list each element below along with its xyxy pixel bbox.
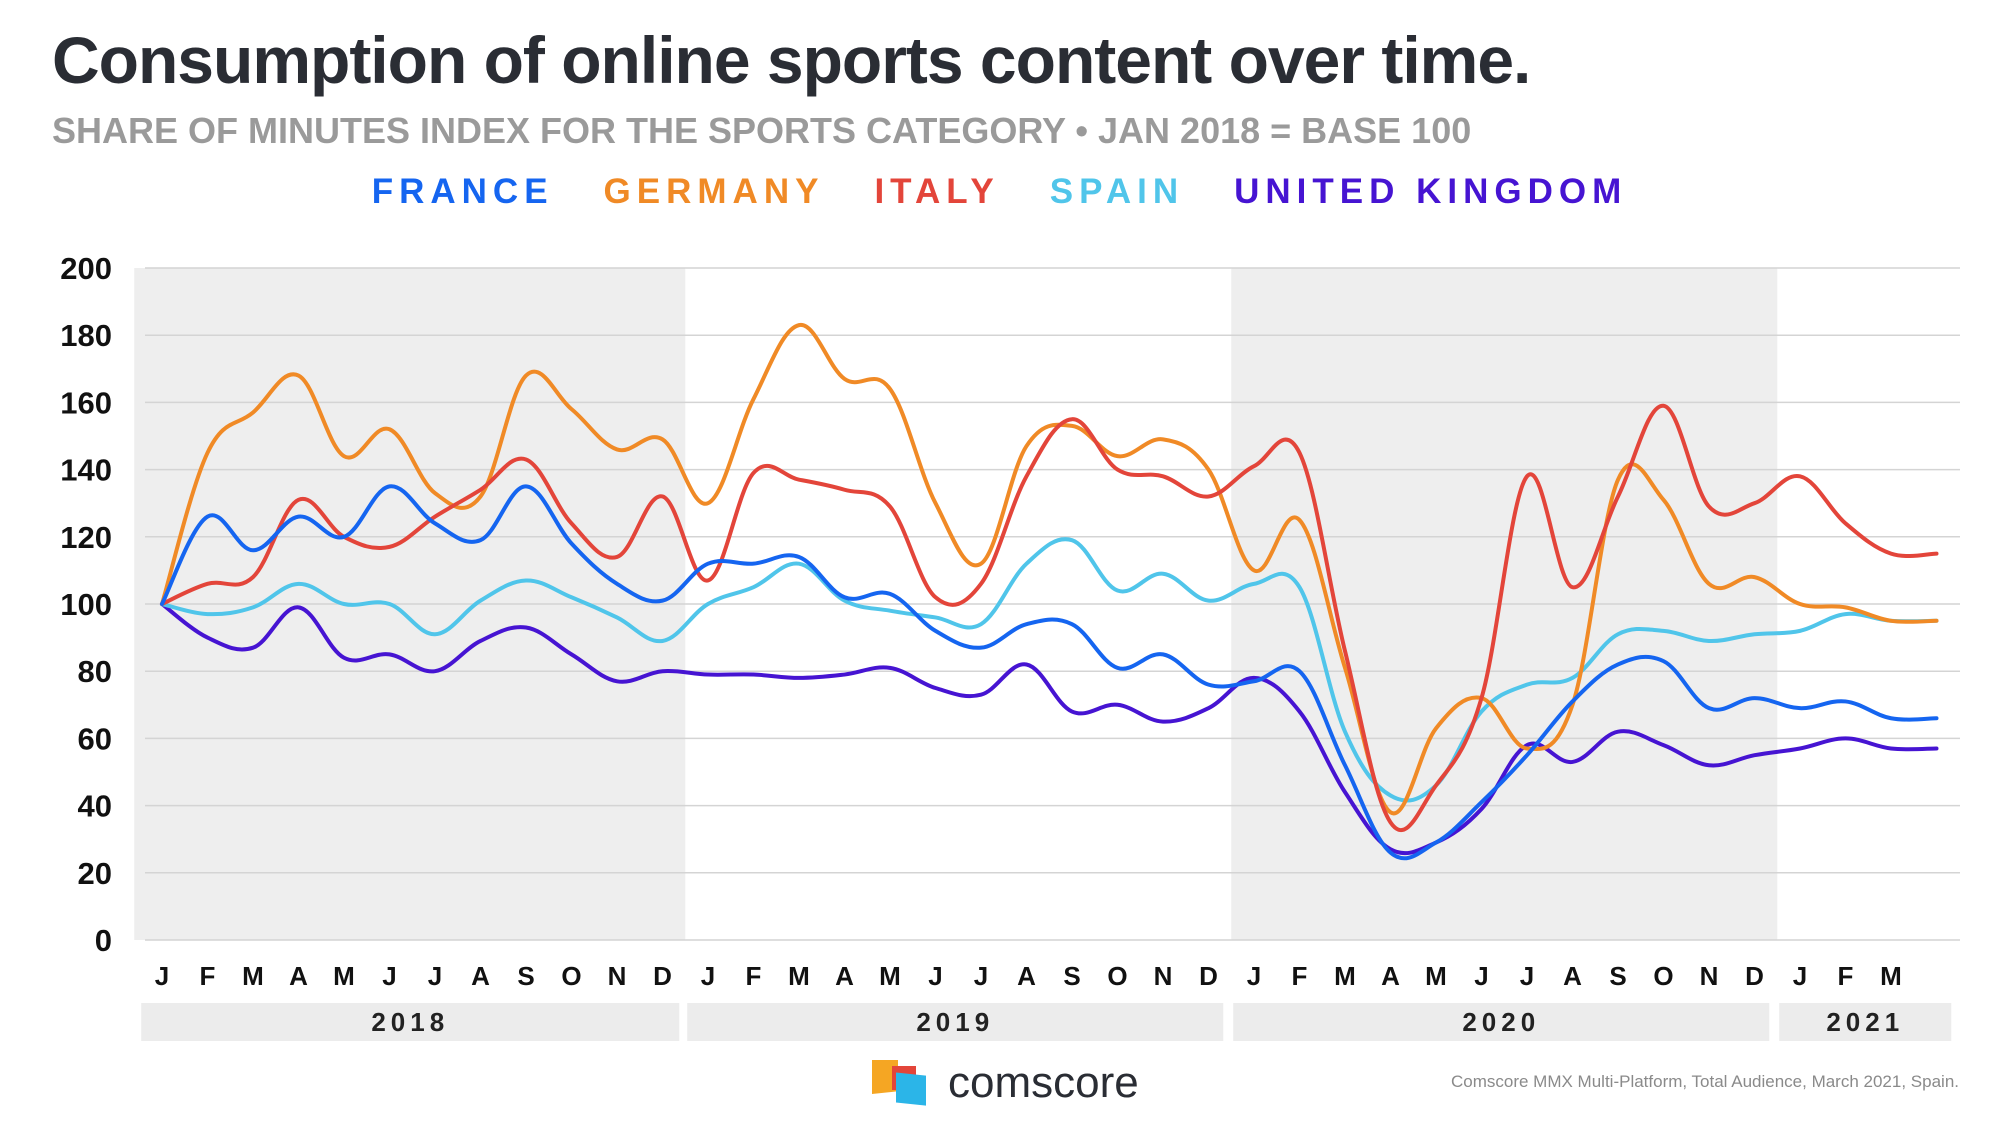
x-tick-label: A — [471, 961, 490, 991]
y-tick-label: 80 — [78, 654, 112, 689]
x-tick-label: A — [289, 961, 308, 991]
source-note: Comscore MMX Multi-Platform, Total Audie… — [1450, 1072, 1959, 1091]
y-tick-label: 160 — [60, 385, 112, 420]
series-line-spain — [160, 537, 1939, 803]
year-label: 2018 — [371, 1007, 449, 1037]
x-tick-label: J — [1247, 961, 1261, 991]
comscore-logo: comscore — [872, 1058, 1139, 1108]
x-tick-label: J — [1520, 961, 1534, 991]
x-tick-label: O — [1653, 961, 1673, 991]
x-tick-label: O — [561, 961, 581, 991]
series-line-united-kingdom — [160, 602, 1939, 856]
y-tick-label: 60 — [78, 721, 112, 756]
y-tick-label: 200 — [60, 251, 112, 286]
series-line-germany — [160, 323, 1939, 816]
legend-item-spain: SPAIN — [1049, 172, 1185, 211]
x-tick-label: J — [1793, 961, 1807, 991]
x-tick-label: A — [1563, 961, 1582, 991]
year-label-box — [1779, 1003, 1952, 1041]
y-tick-label: 140 — [60, 453, 112, 488]
x-tick-label: M — [1880, 961, 1902, 991]
logo-text: comscore — [948, 1058, 1139, 1107]
x-tick-label: S — [1063, 961, 1080, 991]
y-tick-label: 180 — [60, 318, 112, 353]
x-tick-label: J — [928, 961, 942, 991]
x-tick-label: A — [1017, 961, 1036, 991]
comscore-logo-icon — [872, 1060, 926, 1106]
x-tick-label: D — [1745, 961, 1764, 991]
x-tick-label: J — [974, 961, 988, 991]
x-tick-label: N — [608, 961, 627, 991]
year-label-box — [1233, 1003, 1770, 1041]
legend: FRANCE GERMANY ITALY SPAIN UNITED KINGDO… — [0, 172, 1999, 212]
legend-item-italy: ITALY — [874, 172, 1000, 211]
x-tick-label: S — [1609, 961, 1626, 991]
x-tick-label: D — [1199, 961, 1218, 991]
x-tick-label: J — [428, 961, 442, 991]
series-line-italy — [160, 403, 1939, 832]
x-tick-label: M — [1334, 961, 1356, 991]
x-tick-label: F — [200, 961, 216, 991]
x-tick-label: F — [1838, 961, 1854, 991]
x-tick-label: F — [1292, 961, 1308, 991]
x-tick-label: A — [835, 961, 854, 991]
y-tick-label: 100 — [60, 587, 112, 622]
year-label-box — [687, 1003, 1224, 1041]
chart-title: Consumption of online sports content ove… — [52, 23, 1531, 97]
y-tick-label: 0 — [95, 923, 112, 958]
y-tick-label: 40 — [78, 789, 112, 824]
y-tick-label: 120 — [60, 520, 112, 555]
x-tick-label: O — [1107, 961, 1127, 991]
x-tick-label: M — [879, 961, 901, 991]
x-tick-label: J — [1474, 961, 1488, 991]
y-tick-label: 20 — [78, 856, 112, 891]
x-tick-label: M — [333, 961, 355, 991]
year-label-box — [141, 1003, 680, 1041]
x-tick-label: M — [1425, 961, 1447, 991]
x-tick-label: J — [382, 961, 396, 991]
year-label: 2021 — [1826, 1007, 1904, 1037]
x-tick-label: J — [701, 961, 715, 991]
legend-item-united-kingdom: UNITED KINGDOM — [1234, 172, 1628, 211]
x-tick-label: D — [653, 961, 672, 991]
x-tick-label: N — [1700, 961, 1719, 991]
series-line-france — [160, 484, 1939, 861]
year-label: 2020 — [1462, 1007, 1540, 1037]
x-tick-label: J — [155, 961, 169, 991]
x-tick-label: A — [1381, 961, 1400, 991]
x-tick-label: N — [1154, 961, 1173, 991]
chart-subtitle: SHARE OF MINUTES INDEX FOR THE SPORTS CA… — [52, 110, 1472, 151]
x-tick-label: M — [242, 961, 264, 991]
year-label: 2019 — [916, 1007, 994, 1037]
x-tick-label: S — [517, 961, 534, 991]
legend-item-germany: GERMANY — [603, 172, 825, 211]
x-tick-label: M — [788, 961, 810, 991]
legend-item-france: FRANCE — [371, 172, 554, 211]
x-tick-label: F — [746, 961, 762, 991]
